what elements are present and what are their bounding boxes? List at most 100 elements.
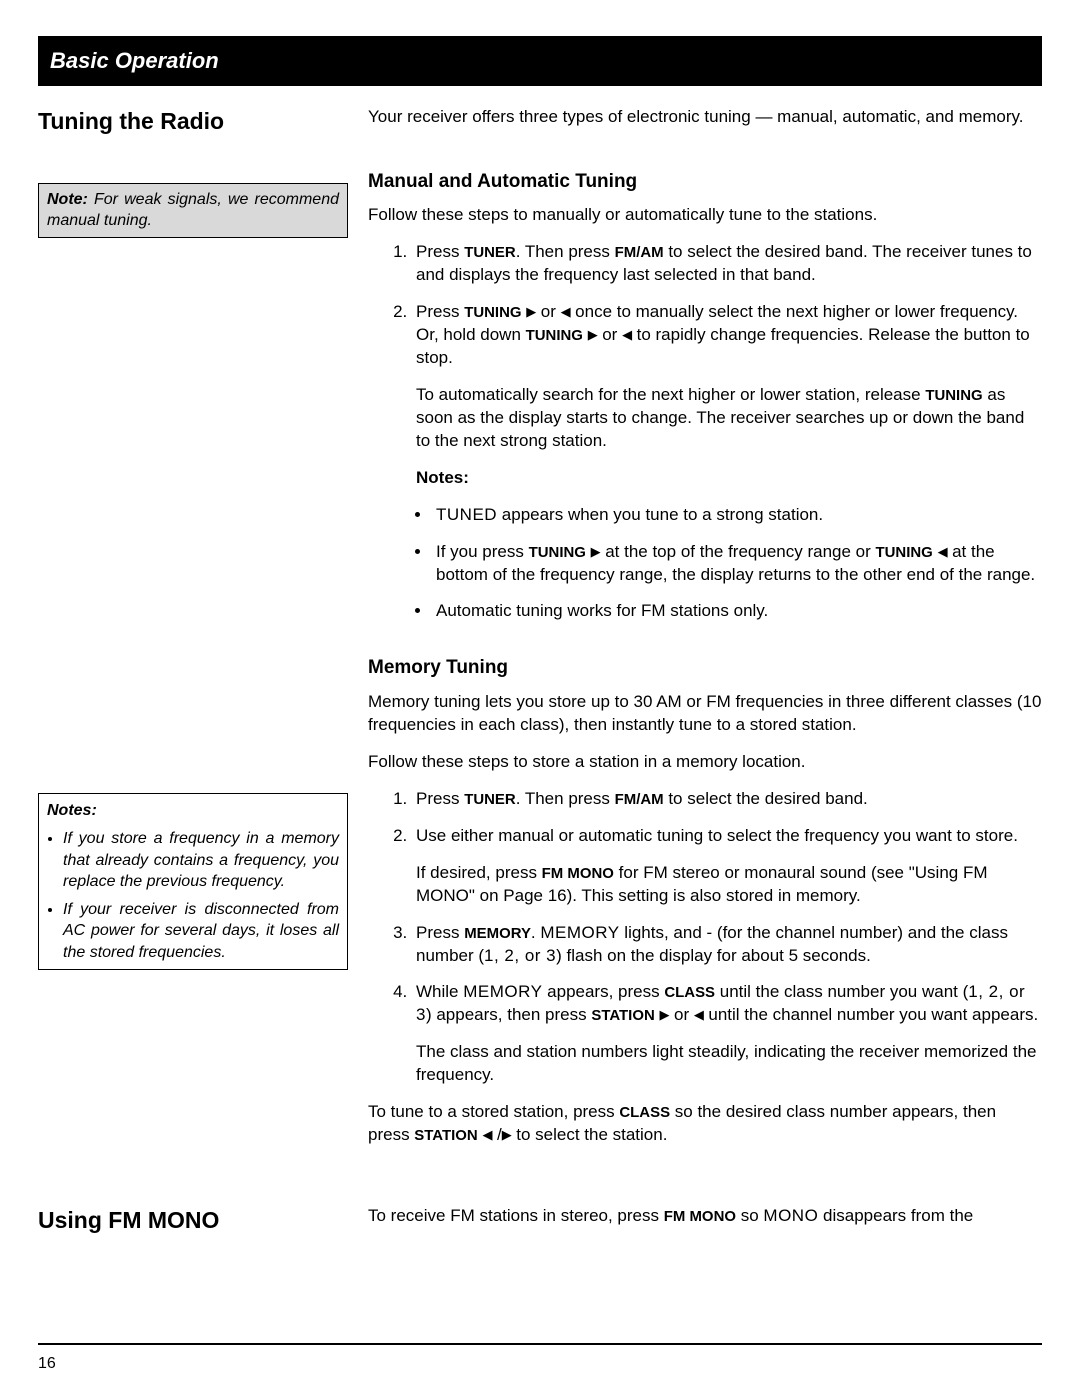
step-text: While bbox=[416, 982, 463, 1001]
step-text: Press bbox=[416, 302, 464, 321]
section-title-fmmono: Using FM MONO bbox=[38, 1205, 348, 1236]
button-label: TUNER bbox=[464, 791, 516, 808]
bullet-text: If you press bbox=[436, 542, 529, 561]
step-text: to select the desired band. bbox=[664, 789, 868, 808]
section-tuning: Tuning the Radio Note: For weak signals,… bbox=[38, 106, 1042, 1161]
steps-memory: Press TUNER. Then press FM/AM to select … bbox=[368, 788, 1042, 1087]
button-label: TUNING bbox=[464, 304, 521, 321]
p-text: To receive FM stations in stereo, press bbox=[368, 1206, 664, 1225]
display-text: MONO bbox=[763, 1206, 818, 1225]
step-item: Press TUNER. Then press FM/AM to select … bbox=[412, 788, 1042, 811]
steps-manual-auto: Press TUNER. Then press FM/AM to select … bbox=[368, 241, 1042, 489]
triangle-right-icon: ▶ bbox=[502, 1126, 512, 1143]
button-label: CLASS bbox=[664, 984, 715, 1001]
step-text: until the channel number you want appear… bbox=[704, 1005, 1039, 1024]
triangle-right-icon: ▶ bbox=[591, 543, 601, 560]
lead-text: Follow these steps to manually or automa… bbox=[368, 204, 1042, 227]
notes-label: Notes: bbox=[47, 800, 339, 822]
section-fm-mono: Using FM MONO To receive FM stations in … bbox=[38, 1205, 1042, 1250]
step-text: until the class number you want ( bbox=[715, 982, 968, 1001]
step-text: The class and station numbers light stea… bbox=[416, 1041, 1042, 1087]
tail-text: to select the station. bbox=[512, 1125, 668, 1144]
bullet-item: TUNED appears when you tune to a strong … bbox=[432, 504, 1042, 527]
step-item: Press MEMORY. MEMORY lights, and - (for … bbox=[412, 922, 1042, 968]
notes-bullets: TUNED appears when you tune to a strong … bbox=[368, 504, 1042, 624]
intro-text: Your receiver offers three types of elec… bbox=[368, 106, 1042, 129]
step-item: Press TUNER. Then press FM/AM to select … bbox=[412, 241, 1042, 287]
button-label: STATION bbox=[591, 1007, 654, 1024]
step-text: Press bbox=[416, 923, 464, 942]
button-label: TUNING bbox=[529, 544, 586, 561]
step-text: . bbox=[531, 923, 540, 942]
step-text: Press bbox=[416, 242, 464, 261]
step-text: . Then press bbox=[516, 242, 615, 261]
display-text: MEMORY bbox=[463, 982, 542, 1001]
memory-p1: Memory tuning lets you store up to 30 AM… bbox=[368, 691, 1042, 737]
step-text: ) flash on the display for about 5 secon… bbox=[556, 946, 871, 965]
step-text: or bbox=[536, 302, 561, 321]
button-label: FM MONO bbox=[664, 1208, 736, 1225]
button-label: FM/AM bbox=[615, 791, 664, 808]
button-label: CLASS bbox=[619, 1104, 670, 1121]
display-text: TUNED bbox=[436, 505, 497, 524]
button-label: TUNING bbox=[925, 387, 982, 404]
notes-item: If your receiver is disconnected from AC… bbox=[63, 899, 339, 964]
step-text: appears, press bbox=[542, 982, 664, 1001]
triangle-right-icon: ▶ bbox=[526, 303, 536, 320]
step-text: ) appears, then press bbox=[426, 1005, 591, 1024]
step-item: Press TUNING ▶ or ◀ once to manually sel… bbox=[412, 301, 1042, 490]
triangle-left-icon: ◀ bbox=[938, 543, 948, 560]
button-label: STATION bbox=[414, 1127, 477, 1144]
header-title: Basic Operation bbox=[50, 48, 219, 73]
memory-tail: To tune to a stored station, press CLASS… bbox=[368, 1101, 1042, 1147]
note-box-weak-signals: Note: For weak signals, we recommend man… bbox=[38, 183, 348, 239]
bullet-item: Automatic tuning works for FM stations o… bbox=[432, 600, 1042, 623]
bullet-text: appears when you tune to a strong statio… bbox=[497, 505, 823, 524]
footer-rule bbox=[38, 1343, 1042, 1345]
step-text: To automatically search for the next hig… bbox=[416, 385, 925, 404]
notes-box-memory: Notes: If you store a frequency in a mem… bbox=[38, 793, 348, 970]
note-text: For weak signals, we recommend manual tu… bbox=[47, 191, 339, 229]
step-text: or bbox=[598, 325, 623, 344]
step-text: Use either manual or automatic tuning to… bbox=[416, 826, 1018, 845]
left-column: Using FM MONO bbox=[38, 1205, 348, 1250]
triangle-right-icon: ▶ bbox=[588, 326, 598, 343]
tail-text: To tune to a stored station, press bbox=[368, 1102, 619, 1121]
notes-item: If you store a frequency in a memory tha… bbox=[63, 828, 339, 893]
triangle-left-icon: ◀ bbox=[622, 326, 632, 343]
bullet-item: If you press TUNING ▶ at the top of the … bbox=[432, 541, 1042, 587]
step-item: Use either manual or automatic tuning to… bbox=[412, 825, 1042, 908]
notes-inline-label: Notes: bbox=[416, 467, 1042, 490]
triangle-left-icon: ◀ bbox=[482, 1126, 492, 1143]
step-text: or bbox=[669, 1005, 694, 1024]
section-title-tuning: Tuning the Radio bbox=[38, 106, 348, 137]
button-label: TUNER bbox=[464, 244, 516, 261]
step-text: If desired, press bbox=[416, 863, 542, 882]
p-text: disappears from the bbox=[818, 1206, 973, 1225]
subheading-manual-auto: Manual and Automatic Tuning bbox=[368, 169, 1042, 195]
section-header-bar: Basic Operation bbox=[38, 36, 1042, 86]
step-text: Press bbox=[416, 789, 464, 808]
right-column: To receive FM stations in stereo, press … bbox=[368, 1205, 1042, 1250]
right-column: Your receiver offers three types of elec… bbox=[368, 106, 1042, 1161]
triangle-left-icon: ◀ bbox=[694, 1006, 704, 1023]
p-text: so bbox=[736, 1206, 763, 1225]
display-text: MEMORY bbox=[540, 923, 619, 942]
step-item: While MEMORY appears, press CLASS until … bbox=[412, 981, 1042, 1087]
button-label: TUNING bbox=[876, 544, 933, 561]
subheading-memory: Memory Tuning bbox=[368, 655, 1042, 681]
button-label: FM/AM bbox=[615, 244, 664, 261]
step-text: . Then press bbox=[516, 789, 615, 808]
fmmono-p: To receive FM stations in stereo, press … bbox=[368, 1205, 1042, 1228]
note-label: Note: bbox=[47, 191, 88, 208]
button-label: TUNING bbox=[526, 327, 583, 344]
triangle-left-icon: ◀ bbox=[561, 303, 571, 320]
left-column: Tuning the Radio Note: For weak signals,… bbox=[38, 106, 348, 1161]
memory-p2: Follow these steps to store a station in… bbox=[368, 751, 1042, 774]
triangle-right-icon: ▶ bbox=[659, 1006, 669, 1023]
bullet-text: at the top of the frequency range or bbox=[600, 542, 875, 561]
button-label: FM MONO bbox=[542, 865, 614, 882]
button-label: MEMORY bbox=[464, 925, 531, 942]
display-text: 1, 2, or 3 bbox=[484, 946, 556, 965]
page-number: 16 bbox=[38, 1353, 56, 1375]
